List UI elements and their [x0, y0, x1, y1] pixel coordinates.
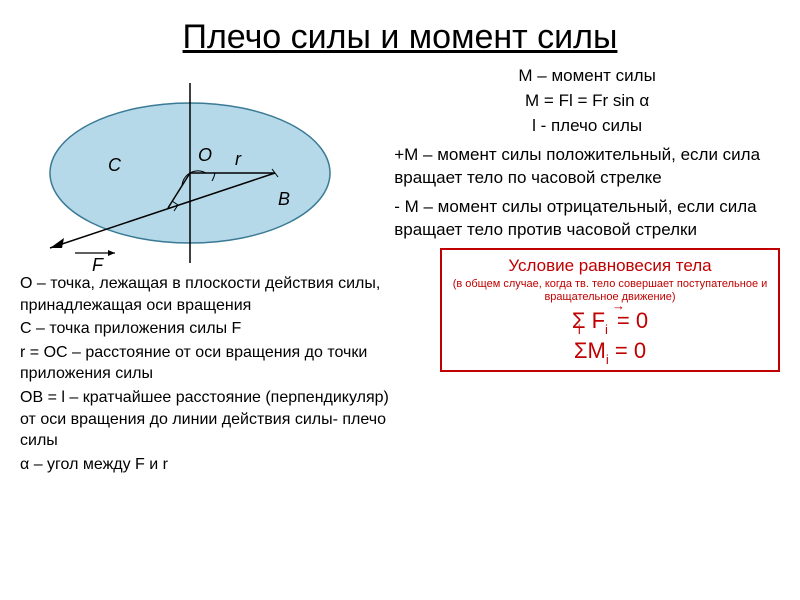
m-formula: М = Fl = Fr sin α: [394, 90, 780, 113]
force-arrow-head: [50, 238, 64, 248]
def-alpha: α – угол между F и r: [20, 454, 390, 476]
label-C: С: [108, 155, 122, 175]
content-area: О r С В F О – точка, лежащая в плоскости…: [0, 57, 800, 477]
equilibrium-box: Условие равновесия тела (в общем случае,…: [440, 248, 780, 372]
page-title: Плечо силы и момент силы: [0, 0, 800, 57]
m-definition: М – момент силы: [394, 65, 780, 88]
right-column: М – момент силы М = Fl = Fr sin α l - пл…: [390, 65, 780, 477]
label-F: F: [92, 255, 104, 273]
sum-forces-formula: Σ Fii = 0 →: [450, 308, 770, 334]
plus-m-rule: +М – момент силы положительный, если сил…: [394, 144, 780, 190]
equilibrium-subtitle: (в общем случае, когда тв. тело совершае…: [450, 278, 770, 304]
label-O: О: [198, 145, 212, 165]
def-r: r = ОС – расстояние от оси вращения до т…: [20, 342, 390, 385]
def-O: О – точка, лежащая в плоскости действия …: [20, 273, 390, 316]
physics-diagram-svg: О r С В F: [20, 73, 360, 273]
minus-m-rule: - М – момент силы отрицательный, если си…: [394, 196, 780, 242]
sum-moments-formula: ΣMi = 0: [450, 338, 770, 364]
label-r: r: [235, 149, 242, 169]
diagram: О r С В F: [20, 73, 360, 273]
left-column: О r С В F О – точка, лежащая в плоскости…: [20, 65, 390, 477]
def-C: С – точка приложения силы F: [20, 318, 390, 340]
def-OB: ОВ = l – кратчайшее расстояние (перпенди…: [20, 387, 390, 452]
label-B: В: [278, 189, 290, 209]
l-definition: l - плечо силы: [394, 115, 780, 138]
equilibrium-title: Условие равновесия тела: [450, 256, 770, 276]
f-vector-head: [108, 250, 115, 256]
